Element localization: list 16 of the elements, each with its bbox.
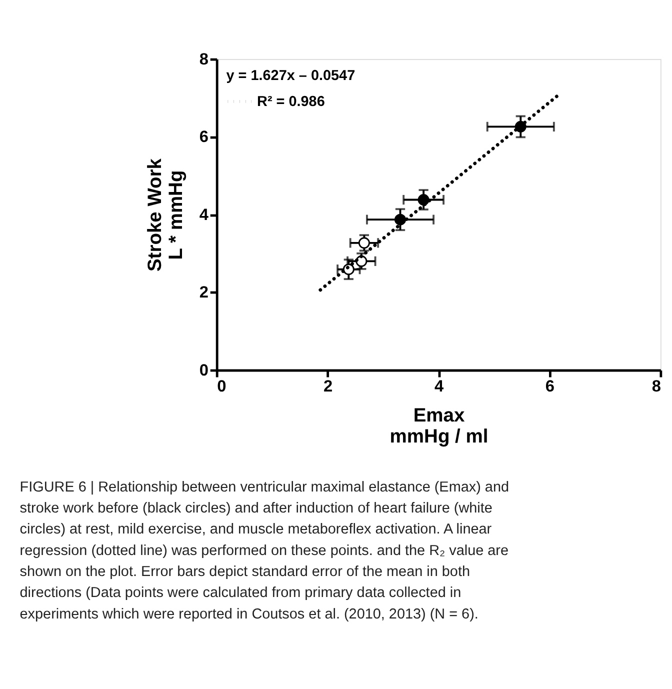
y-tick-label: 4	[199, 206, 210, 224]
y-tick-label: 0	[199, 361, 208, 380]
x-tick-label: 8	[652, 378, 661, 396]
legend-label: R² = 0.986	[257, 94, 325, 110]
y-tick-label: 2	[199, 284, 208, 302]
x-tick-label: 2	[324, 378, 333, 396]
x-tick-label: 6	[545, 378, 555, 396]
legend-title: y = 1.627x – 0.0547	[226, 68, 356, 84]
y-axis-title: Stroke Work L * mmHg	[144, 158, 188, 272]
y-tick-label: 8	[199, 50, 208, 68]
x-tick-label: 4	[434, 378, 444, 396]
x-axis-title: Emax mmHg / ml	[390, 406, 488, 448]
caption: FIGURE 6 | Relationship between ventricular maximal elastance (Emax) and stroke work before (black circles) and after induction of heart failure (white circles) at rest, mild exercise, and muscle metaboreflex activation. A linear regression (dotted line) was performed on these points. and the R₂ value are shown on the plot. Error bars depict standard error of the mean in both directions (Data points were calculated from primary data collected in experiments which were reported in Coutsos et al. (2010, 2013) (N = 6).	[20, 479, 509, 622]
x-tick-label: 0	[217, 378, 226, 396]
point	[394, 214, 406, 226]
y-tick-label: 6	[199, 128, 208, 146]
